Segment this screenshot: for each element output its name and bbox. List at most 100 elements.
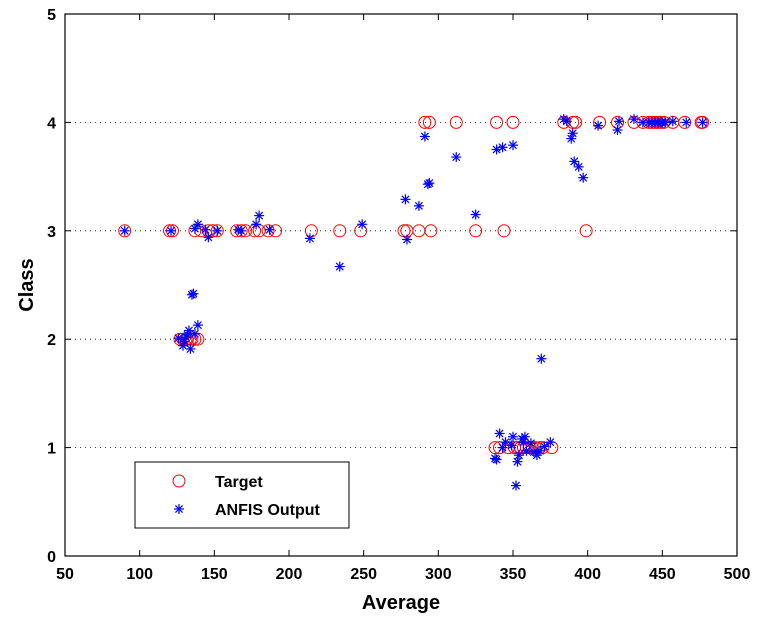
anfis-output-point [508, 431, 518, 442]
anfis-output-point [628, 114, 639, 125]
anfis-output-point [612, 124, 623, 135]
anfis-output-point [166, 225, 177, 236]
target-point [422, 115, 436, 129]
legend-target-marker [172, 474, 186, 488]
anfis-output-point [569, 156, 580, 167]
legend-anfis-marker [174, 504, 184, 514]
anfis-output-point [189, 328, 200, 339]
target-point [418, 115, 432, 129]
anfis-output-point [192, 219, 203, 230]
anfis-output-point [401, 234, 412, 245]
anfis-output-point [236, 225, 247, 236]
anfis-output-point [400, 194, 411, 205]
legend-box [134, 461, 350, 529]
target-point [569, 115, 583, 129]
anfis-output-point [413, 200, 424, 211]
x-tick-label: 450 [649, 566, 676, 583]
anfis-output-point [566, 133, 577, 144]
series-target [118, 115, 710, 455]
x-tick-label: 250 [350, 566, 377, 583]
target-point [490, 115, 504, 129]
y-tick-label: 1 [47, 441, 56, 458]
anfis-output-point [545, 437, 556, 448]
anfis-output-point [203, 232, 214, 243]
anfis-output-point [614, 116, 625, 127]
y-tick-label: 5 [47, 7, 56, 24]
target-point [424, 224, 438, 238]
anfis-output-point [491, 454, 502, 465]
anfis-output-point [497, 142, 508, 153]
anfis-output-point [681, 117, 692, 128]
x-tick-label: 300 [425, 566, 452, 583]
x-tick-label: 350 [500, 566, 527, 583]
anfis-output-point [561, 116, 572, 127]
x-tick-label: 150 [201, 566, 228, 583]
anfis-output-point [578, 172, 589, 183]
target-point [261, 224, 275, 238]
target-point [579, 224, 593, 238]
anfis-output-point [519, 431, 530, 442]
legend-circle-marker [172, 474, 186, 488]
target-point [412, 224, 426, 238]
anfis-output-point [188, 288, 199, 299]
anfis-output-point [539, 441, 550, 452]
series-anfis-output [119, 114, 708, 491]
anfis-output-point [334, 261, 345, 272]
target-point [118, 224, 132, 238]
anfis-output-point [200, 224, 211, 235]
plot-area-frame [64, 13, 738, 557]
anfis-output-point [660, 117, 671, 128]
anfis-output-point [254, 210, 265, 221]
target-point [234, 224, 248, 238]
x-axis-title: Average [362, 592, 440, 614]
anfis-output-point [304, 233, 315, 244]
anfis-output-point [536, 353, 547, 364]
anfis-output-point [506, 440, 517, 451]
axis-ticks: 50 100 150 200 250 300 350 400 450 500 0 1 2 3 4 5 [47, 7, 750, 583]
anfis-output-point [251, 219, 262, 230]
anfis-output-point [667, 116, 678, 127]
anfis-output-point [521, 445, 532, 456]
anfis-output-point [697, 117, 708, 128]
y-tick-label: 3 [47, 224, 56, 241]
anfis-output-point [451, 152, 462, 163]
y-tick-label: 0 [47, 549, 56, 566]
y-axis-title: Class [16, 258, 38, 311]
anfis-output-point [357, 219, 368, 230]
anfis-output-point [419, 131, 430, 142]
legend: Target ANFIS Output [134, 461, 350, 529]
target-point [696, 115, 710, 129]
anfis-output-point [470, 209, 481, 220]
anfis-output-point [573, 161, 584, 172]
anfis-output-point [510, 480, 521, 491]
anfis-output-point [593, 120, 604, 131]
y-tick-label: 4 [47, 115, 56, 132]
anfis-output-point [512, 456, 523, 467]
anfis-output-point [508, 140, 518, 151]
legend-target-label: Target [215, 474, 263, 491]
target-point [593, 115, 607, 129]
gridlines [65, 122, 737, 449]
anfis-output-point [424, 178, 435, 189]
y-tick-label: 2 [47, 332, 56, 349]
x-tick-label: 50 [56, 566, 74, 583]
target-point [469, 224, 483, 238]
x-tick-label: 200 [276, 566, 303, 583]
anfis-output-point [567, 128, 578, 139]
target-point [333, 224, 347, 238]
target-point [397, 224, 411, 238]
anfis-output-point [264, 224, 275, 235]
target-point [449, 115, 463, 129]
data-points [118, 114, 710, 491]
anfis-output-point [119, 225, 130, 236]
target-point [506, 115, 520, 129]
anfis-output-point [192, 320, 203, 331]
target-point [210, 224, 224, 238]
x-tick-label: 500 [724, 566, 751, 583]
anfis-output-point [513, 450, 524, 461]
anfis-output-point [212, 225, 223, 236]
target-point [497, 224, 511, 238]
anfis-output-point [494, 428, 505, 439]
legend-anfis-label: ANFIS Output [215, 502, 321, 519]
